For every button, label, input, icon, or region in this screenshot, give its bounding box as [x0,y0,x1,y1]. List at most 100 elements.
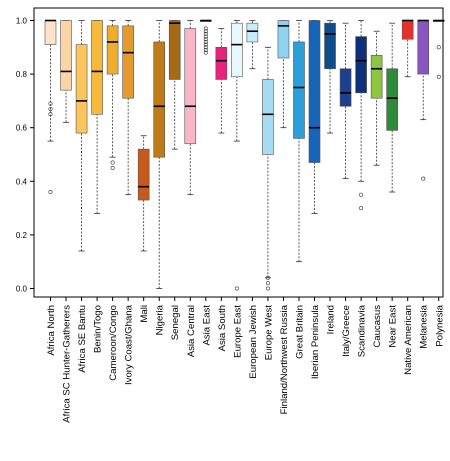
box-20 [339,22,352,180]
x-category-label: Asia Central [186,305,197,357]
box-iqr [137,148,150,201]
box-7 [137,135,150,252]
box-iqr [262,79,274,155]
x-category-label: Nigeria [155,304,166,335]
box-26 [432,19,445,79]
box-iqr [246,22,259,43]
outlier-point [436,74,441,79]
outlier-point [203,42,208,47]
y-tick-label: 0.2 [16,231,28,240]
x-category-label: Asia East [201,305,212,346]
box-iqr [308,20,321,163]
box-11 [200,19,212,55]
outlier-point [203,31,208,36]
box-16 [277,20,290,129]
outlier-point [265,275,270,280]
box-3 [75,20,88,252]
y-tick-label: 1.0 [16,17,28,26]
box-14 [246,20,259,70]
outlier-point [203,47,208,52]
x-category-label: Finland/Northwest Russia [279,304,290,414]
x-category-label: Italy/Greece [341,305,352,357]
x-category-label: Europe East [232,305,243,358]
outlier-point [421,176,426,181]
box-iqr [370,55,383,99]
box-iqr [44,20,57,45]
box-5 [106,20,119,170]
box-iqr [168,20,181,80]
box-iqr [324,22,336,70]
outlier-point [265,281,270,286]
x-category-label: Native American [403,305,414,375]
x-category-label: Ivory Coast/Ghana [124,304,135,385]
x-category-label: Africa North [46,305,57,356]
box-iqr [277,20,290,59]
box-10 [184,20,197,196]
x-category-label: Melanesia [419,304,430,348]
outlier-point [203,45,208,50]
box-19 [324,20,336,134]
box-iqr [355,36,367,94]
outlier-point [203,37,208,42]
outlier-point [110,160,115,165]
box-iqr [386,68,398,131]
box-8 [153,20,166,289]
boxes [44,19,445,291]
box-4 [91,20,103,214]
outlier-point [48,112,53,117]
box-iqr [293,41,305,139]
y-tick-label: 0.0 [16,285,28,294]
x-category-label: Ireland [326,305,337,334]
y-axis: 0.0 0.2 0.4 0.6 0.8 1.0 [16,17,34,294]
box-25 [417,19,430,181]
box-iqr [75,44,88,134]
x-category-label: Near East [388,305,399,348]
x-category-label: Mali [139,305,150,323]
box-15 [262,46,274,291]
outlier-point [203,34,208,39]
y-tick-label: 0.4 [16,177,28,186]
box-9 [168,20,181,150]
outlier-point [436,45,441,50]
box-iqr [339,68,352,107]
x-category-label: Caucasus [372,305,383,348]
outlier-point [203,39,208,44]
box-24 [401,19,414,78]
outlier-point [203,29,208,34]
outlier-point [203,26,208,31]
box-18 [308,20,321,214]
x-category-label: Great Britain [294,305,305,359]
x-category-label: Iberian Peninsula [310,304,321,379]
x-category-label: European Jewish [248,305,259,379]
outlier-point [265,286,270,291]
box-21 [355,20,367,211]
x-category-label: Europe West [263,305,274,361]
box-iqr [215,46,228,80]
box-23 [386,22,398,193]
x-category-label: Polynesia [434,304,445,346]
x-category-label: Africa SE Bantu [77,305,88,373]
y-tick-label: 0.6 [16,124,28,133]
x-category-label: Benin/Togo [93,305,104,353]
box-17 [293,20,305,263]
x-category-label: Africa SC Hunter-Gatherers [62,305,73,423]
outlier-point [359,206,364,211]
outlier-point [234,286,239,291]
x-axis-labels: Africa North Africa SC Hunter-Gatherers Af… [46,297,445,423]
box-2 [60,20,72,123]
outlier-point [359,192,364,197]
plot-frame [33,7,444,298]
x-category-label: Senegal [170,305,181,340]
box-iqr [401,20,414,40]
outlier-point [110,165,115,170]
x-category-label: Asia South [217,305,228,351]
y-tick-label: 0.8 [16,70,28,79]
box-13 [231,20,243,291]
box-iqr [153,41,166,158]
box-22 [370,30,383,166]
x-category-label: Scandinavia [357,304,368,357]
box-1 [44,19,57,195]
box-iqr [91,20,103,115]
box-iqr [231,22,243,78]
box-iqr [122,25,134,99]
